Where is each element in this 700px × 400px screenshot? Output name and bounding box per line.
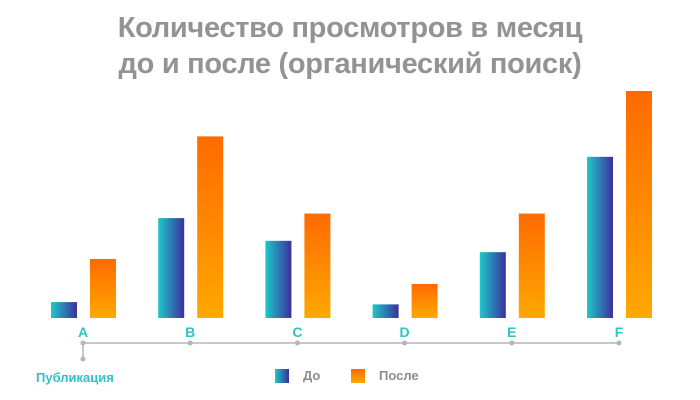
chart-title-line-2: до и после (органический поиск) <box>118 48 582 80</box>
x-axis: A B C D E F <box>78 324 624 362</box>
bars-group <box>51 91 652 318</box>
category-label-c: C <box>292 324 302 340</box>
axis-dot-b <box>187 340 193 346</box>
bar-before-c <box>265 240 292 318</box>
axis-dot-c <box>294 340 300 346</box>
category-label-f: F <box>615 324 624 340</box>
category-label-a: A <box>78 324 88 340</box>
bar-before-a <box>51 302 77 318</box>
bar-before-d <box>372 304 399 318</box>
legend-swatch-before <box>275 368 289 383</box>
bar-after-f <box>626 91 652 318</box>
bar-after-a <box>90 258 116 318</box>
axis-dot-d <box>402 340 408 346</box>
legend-label-before: До <box>303 368 321 383</box>
category-label-b: B <box>185 324 195 340</box>
legend-swatch-after <box>351 368 365 383</box>
bar-after-b <box>197 136 224 318</box>
legend-item-before: До <box>275 368 320 383</box>
bar-before-f <box>587 156 613 318</box>
chart-title-line-1: Количество просмотров в месяц <box>117 12 583 44</box>
legend-label-after: После <box>379 368 419 383</box>
bar-after-e <box>518 213 545 318</box>
publication-label: Публикация <box>36 370 114 385</box>
bar-before-b <box>158 218 185 318</box>
legend-item-after: После <box>351 368 419 383</box>
bar-after-d <box>411 283 438 318</box>
chart-title: Количество просмотров в месяц до и после… <box>0 10 700 82</box>
category-label-d: D <box>400 324 410 340</box>
publication-tick-dot <box>80 356 86 362</box>
axis-dot-e <box>509 340 515 346</box>
category-label-e: E <box>507 324 516 340</box>
bar-before-e <box>479 252 506 318</box>
axis-dot-f <box>616 340 622 346</box>
bar-after-c <box>304 213 331 318</box>
